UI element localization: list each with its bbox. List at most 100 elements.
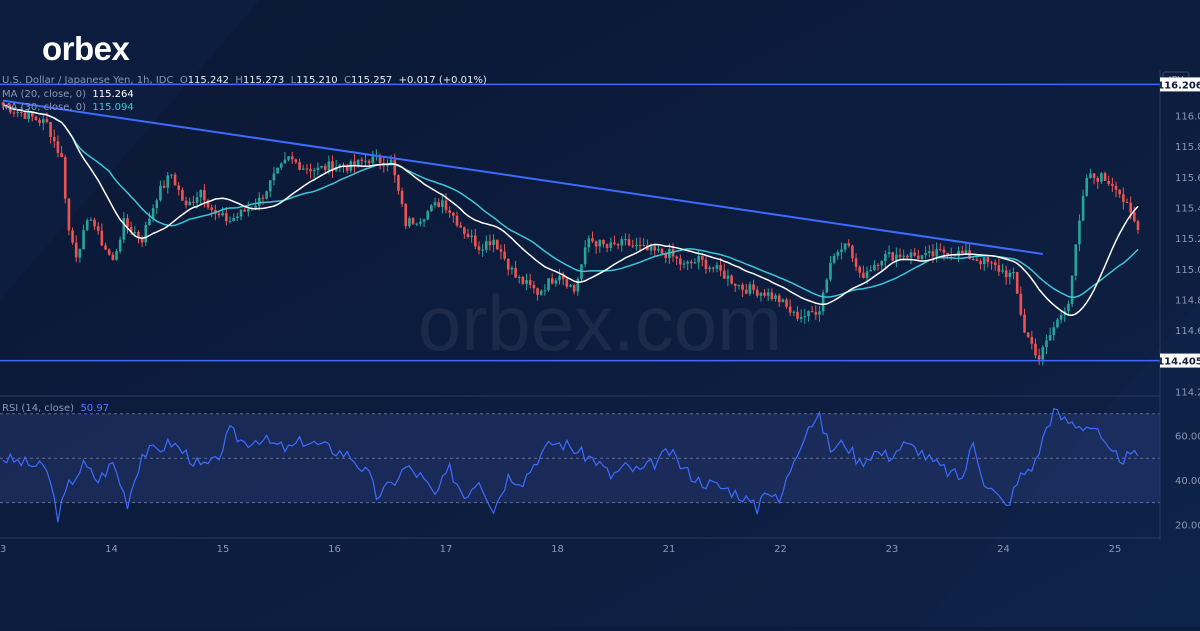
candle-body <box>283 159 287 164</box>
candle-body <box>107 249 111 255</box>
candle-body <box>858 266 862 273</box>
candle-body <box>792 311 796 313</box>
candle-body <box>851 245 854 259</box>
candle-body <box>1067 303 1070 312</box>
candle-body <box>1004 270 1008 278</box>
candle-body <box>254 205 257 209</box>
candle-body <box>16 112 19 114</box>
candle-body <box>906 255 909 258</box>
rsi-legend: RSI (14, close) 50.97 <box>2 403 109 414</box>
candle-body <box>474 235 477 247</box>
candle-body <box>1078 220 1081 245</box>
rsi-tick-label: 60.00 <box>1175 432 1200 443</box>
candle-body <box>759 292 763 296</box>
candle-body <box>924 252 927 256</box>
candle-body <box>547 278 550 291</box>
candle-body <box>294 159 298 163</box>
time-tick-label: 24 <box>997 544 1010 555</box>
candle-body <box>887 252 891 255</box>
candle-body <box>660 248 664 254</box>
candle-body <box>686 261 689 264</box>
candle-body <box>876 264 880 266</box>
candle-body <box>814 312 818 315</box>
symbol-name: U.S. Dollar / Japanese Yen, 1h, IDC <box>2 75 174 86</box>
candle-body <box>389 159 393 166</box>
candle-body <box>459 225 462 228</box>
candle-body <box>67 198 71 231</box>
candle-body <box>1052 327 1056 335</box>
candle-body <box>279 163 283 168</box>
candle-body <box>543 290 547 292</box>
candle-body <box>360 159 364 162</box>
candle-body <box>722 270 726 279</box>
candle-body <box>338 164 342 167</box>
candle-body <box>1012 272 1015 274</box>
candle-body <box>268 180 272 192</box>
candle-body <box>917 255 920 259</box>
candle-body <box>679 258 682 265</box>
candle-body <box>309 168 312 172</box>
candle-body <box>1019 293 1023 315</box>
candle-body <box>312 170 316 172</box>
candle-body <box>781 299 785 303</box>
candle-body <box>953 254 957 257</box>
candle-body <box>854 258 858 267</box>
candle-body <box>140 237 144 243</box>
candle-body <box>257 197 261 206</box>
rsi-tick-label: 20.00 <box>1175 520 1200 531</box>
candle-body <box>188 201 192 206</box>
candle-body <box>726 275 730 279</box>
candle-body <box>49 121 52 138</box>
candle-body <box>902 255 905 257</box>
candle-body <box>554 280 558 284</box>
candle-body <box>419 221 422 224</box>
candle-body <box>895 254 898 261</box>
candle-body <box>1100 173 1103 182</box>
candle-body <box>1089 173 1092 178</box>
candle-body <box>433 202 437 206</box>
candle-body <box>203 190 206 201</box>
candle-body <box>869 270 873 272</box>
candle-body <box>1037 355 1041 360</box>
candle-body <box>199 190 203 198</box>
candle-body <box>34 116 38 121</box>
candle-body <box>525 280 528 284</box>
candle-body <box>646 245 649 251</box>
candle-body <box>741 284 744 290</box>
candle-body <box>829 262 832 280</box>
candle-body <box>1056 319 1059 328</box>
candle-body <box>192 201 195 203</box>
candle-body <box>353 161 356 166</box>
candle-body <box>788 306 792 313</box>
price-tick-label: 115.000 <box>1175 265 1200 276</box>
candle-body <box>843 243 847 250</box>
candle-body <box>415 223 419 225</box>
candle-body <box>23 112 27 119</box>
candle-body <box>276 167 279 174</box>
time-tick-label: 14 <box>105 544 118 555</box>
candle-body <box>938 249 942 251</box>
candle-body <box>624 239 627 241</box>
candle-body <box>503 251 506 259</box>
time-tick-label: 21 <box>663 544 676 555</box>
candle-body <box>287 156 290 160</box>
time-tick-label: 15 <box>217 544 230 555</box>
candle-body <box>331 161 334 171</box>
candle-body <box>514 267 517 278</box>
candle-body <box>272 173 276 181</box>
rsi-label: RSI (14, close) <box>2 403 75 414</box>
candle-body <box>60 152 63 158</box>
price-tick-label: 115.200 <box>1175 234 1200 245</box>
candle-body <box>316 167 320 171</box>
candle-body <box>52 137 56 142</box>
candle-body <box>1114 185 1118 190</box>
candle-body <box>1118 189 1121 195</box>
candle-body <box>144 225 148 243</box>
close-label: C <box>343 75 351 86</box>
candle-body <box>173 174 177 186</box>
high-value: 115.273 <box>242 75 285 86</box>
candle-body <box>495 239 499 250</box>
candle-body <box>12 112 16 114</box>
candle-body <box>1041 347 1045 360</box>
ma30-value: 115.094 <box>92 102 134 113</box>
